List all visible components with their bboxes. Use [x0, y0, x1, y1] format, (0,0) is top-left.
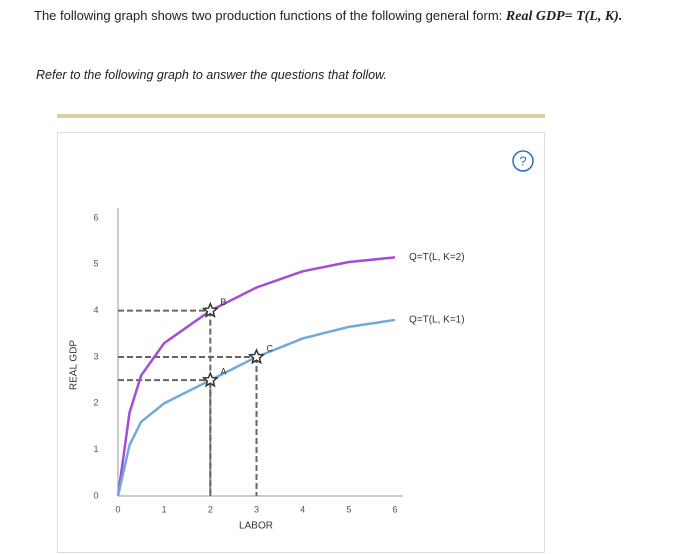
y-tick-label: 3 — [93, 351, 98, 361]
point-label: A — [220, 367, 226, 377]
point-label: B — [220, 297, 226, 307]
intro-text: The following graph shows two production… — [34, 8, 503, 23]
curve-label: Q=T(L, K=1) — [409, 315, 465, 326]
point-label: C — [267, 343, 274, 353]
y-tick-label: 2 — [93, 398, 98, 408]
intro: The following graph shows two production… — [34, 8, 622, 25]
x-tick-label: 5 — [346, 504, 351, 514]
x-axis-label: LABOR — [239, 521, 273, 532]
y-tick-label: 6 — [93, 212, 98, 222]
y-tick-label: 4 — [93, 305, 98, 315]
chart-panel — [57, 132, 545, 553]
y-tick-label: 0 — [93, 490, 98, 500]
x-tick-label: 0 — [115, 504, 120, 514]
y-tick-label: 5 — [93, 259, 98, 269]
x-tick-label: 6 — [392, 504, 397, 514]
point-marker — [247, 348, 266, 365]
help-icon[interactable] — [512, 150, 534, 172]
point-marker — [201, 371, 219, 388]
help-label[interactable]: ? — [519, 153, 526, 168]
help-button[interactable]: ? — [512, 150, 534, 172]
curve-label: Q=T(L, K=2) — [409, 252, 465, 263]
divider — [57, 114, 545, 118]
y-tick-label: 1 — [93, 444, 98, 454]
y-axis-label: REAL GDP — [69, 340, 80, 391]
point-marker — [201, 301, 219, 318]
instruction: Refer to the following graph to answer t… — [36, 68, 387, 82]
x-tick-label: 2 — [208, 504, 213, 514]
formula: Real GDP= T(L, K). — [505, 9, 623, 24]
x-tick-label: 1 — [162, 504, 167, 514]
x-tick-label: 4 — [300, 504, 305, 514]
x-tick-label: 3 — [254, 504, 259, 514]
